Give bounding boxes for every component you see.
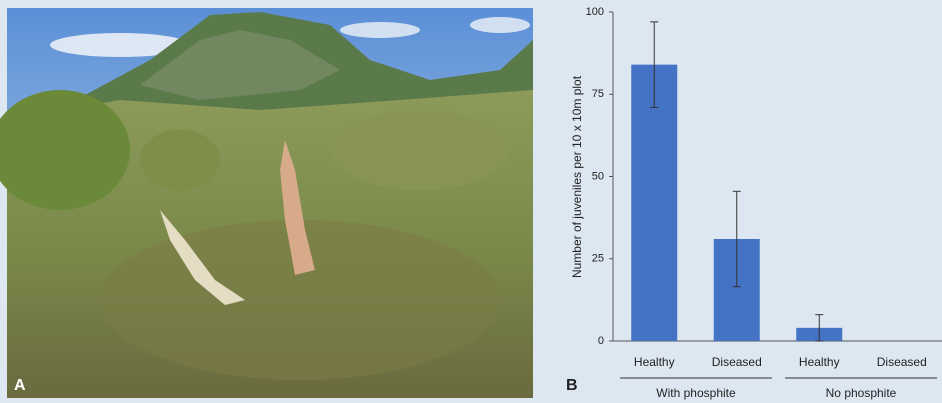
error-bar — [650, 21, 659, 108]
panel-label: A — [14, 377, 26, 394]
chart-background — [560, 0, 942, 403]
error-bar — [815, 314, 824, 342]
y-axis-label: Number of juveniles per 10 x 10m plot — [570, 75, 584, 278]
x-tick-label: Healthy — [799, 355, 840, 369]
group-label: With phosphite — [656, 386, 736, 400]
panel-label: B — [566, 377, 578, 394]
x-tick-label: Diseased — [712, 355, 762, 369]
group-label: No phosphite — [826, 386, 897, 400]
x-tick-label: Diseased — [877, 355, 927, 369]
y-tick-label: 75 — [592, 88, 604, 100]
y-tick-label: 25 — [592, 253, 604, 265]
y-tick-label: 100 — [586, 6, 604, 18]
y-tick-label: 0 — [598, 335, 604, 347]
y-tick-label: 50 — [592, 170, 604, 182]
error-bar — [732, 190, 741, 288]
bar — [631, 64, 678, 341]
photo: A — [0, 8, 533, 398]
x-tick-label: Healthy — [634, 355, 675, 369]
